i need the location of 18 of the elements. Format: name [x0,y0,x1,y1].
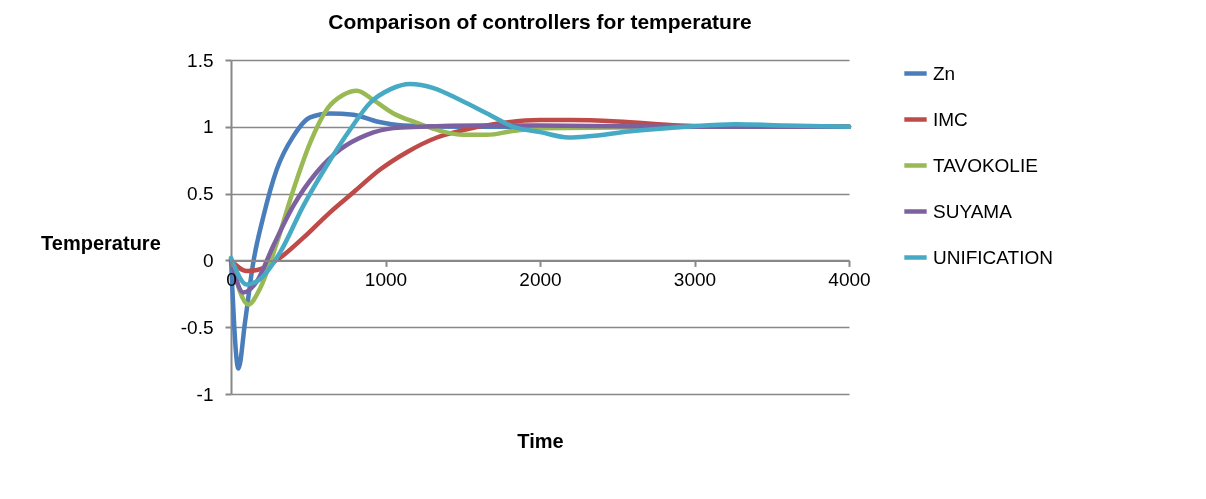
y-tick-label: -1 [196,383,214,405]
x-tick-label: 3000 [673,268,717,290]
x-tick-label: 1000 [364,268,408,290]
chart-title: Comparison of controllers for temperature [328,10,752,33]
y-tick-label: -0.5 [180,316,214,338]
legend-label: TAVOKOLIE [933,154,1038,176]
legend-label: Zn [933,62,956,84]
y-tick-label: 1.5 [187,49,214,71]
x-axis-title: Time [517,429,564,452]
y-tick-label: 0.5 [187,183,214,205]
y-axis-title: Temperature [41,232,161,255]
x-tick-label: 2000 [519,268,562,290]
x-tick-label: 4000 [828,268,871,290]
legend-label: SUYAMA [933,200,1013,222]
y-tick-label: 0 [202,249,214,271]
legend-label: IMC [933,108,968,130]
y-tick-label: 1 [202,116,214,138]
legend-label: UNIFICATION [933,246,1053,268]
